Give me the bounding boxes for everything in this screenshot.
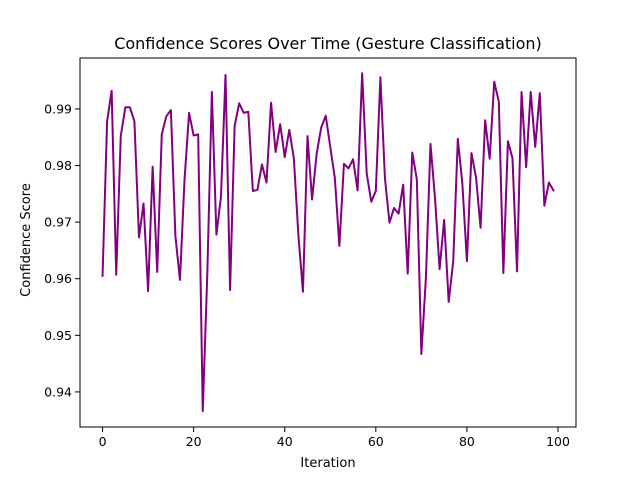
- y-tick-label: 0.98: [44, 158, 72, 173]
- y-axis-label: Confidence Score: [19, 183, 34, 297]
- x-tick-label: 60: [368, 434, 384, 449]
- y-tick-label: 0.97: [44, 215, 72, 230]
- axes-frame: [79, 57, 577, 428]
- y-tick-label: 0.94: [44, 384, 72, 399]
- x-tick-label: 0: [99, 434, 107, 449]
- x-tick-label: 100: [546, 434, 570, 449]
- y-axis-ticks: 0.94 0.95 0.96 0.97 0.98 0.99: [44, 101, 80, 399]
- chart-title: Confidence Scores Over Time (Gesture Cla…: [114, 34, 542, 53]
- x-axis-ticks: 0 20 40 60 80 100: [99, 427, 570, 449]
- y-tick-label: 0.96: [44, 271, 72, 286]
- y-tick-label: 0.99: [44, 101, 72, 116]
- x-tick-label: 40: [277, 434, 293, 449]
- series-line: [101, 72, 555, 413]
- x-axis-label: Iteration: [300, 456, 355, 471]
- x-tick-label: 20: [186, 434, 202, 449]
- series-layer: [101, 72, 555, 413]
- y-tick-label: 0.95: [44, 328, 72, 343]
- x-tick-label: 80: [459, 434, 475, 449]
